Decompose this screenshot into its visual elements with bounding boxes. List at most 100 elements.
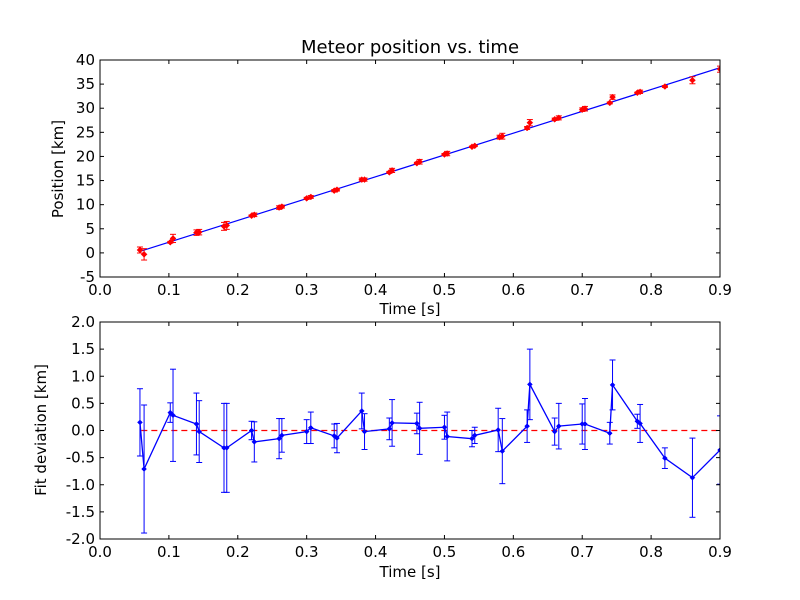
y-axis-label: Position [km] (49, 120, 67, 218)
x-tick-label: 0.4 (364, 281, 388, 299)
residual-point (441, 424, 448, 431)
residual-point (414, 420, 420, 427)
data-point (361, 176, 368, 183)
x-tick-label: 0.9 (708, 543, 732, 561)
residual-point (223, 445, 230, 451)
residual-point (276, 435, 282, 442)
y-tick-label: 1.0 (71, 367, 95, 385)
y-tick-label: 25 (76, 123, 95, 141)
position-plot-marks (136, 65, 720, 261)
residual-point (689, 474, 696, 481)
residual-point (551, 428, 558, 435)
residual-point (471, 432, 478, 439)
x-axis-label: Time [s] (379, 563, 441, 581)
residual-point (248, 427, 255, 434)
x-tick-label: 0.6 (501, 543, 525, 561)
residual-point (361, 428, 368, 435)
y-tick-label: 15 (76, 172, 95, 190)
residual-point (637, 420, 643, 427)
x-tick-label: 0.4 (364, 543, 388, 561)
data-point (581, 105, 589, 113)
x-tick-label: 0.7 (570, 281, 594, 299)
residual-point (444, 433, 451, 440)
data-point (307, 193, 315, 201)
data-point (471, 142, 479, 150)
y-tick-label: 20 (76, 147, 95, 165)
data-point (388, 167, 396, 174)
residual-point (662, 455, 668, 462)
data-point (523, 124, 531, 132)
residual-point (251, 439, 258, 445)
residual-point (416, 425, 423, 432)
x-axis-label: Time [s] (379, 300, 441, 318)
deviation-axis-ticks: 0.0 0.1 0.2 0.3 0.4 0.5 0.6 0.7 0.8 0.9 -2.0 -1.5 -1… (66, 313, 732, 561)
data-point (195, 228, 203, 236)
y-tick-label: -5 (80, 268, 95, 286)
y-tick-label: 0.0 (71, 422, 95, 440)
residual-point (469, 435, 475, 442)
residual-point (307, 424, 314, 431)
residual-point (303, 428, 310, 435)
residual-point (555, 423, 562, 430)
x-tick-label: 0.1 (157, 281, 181, 299)
x-tick-label: 0.0 (88, 281, 112, 299)
residual-point (358, 408, 365, 414)
residual-point (609, 382, 616, 388)
y-tick-label: -2.0 (66, 530, 95, 548)
data-point (555, 114, 563, 122)
data-point (136, 246, 144, 254)
deviation-plot-marks (136, 348, 720, 534)
x-tick-label: 0.3 (295, 281, 319, 299)
position-plot-frame (99, 59, 721, 278)
residual-point (196, 428, 203, 435)
residual-point (606, 430, 613, 437)
y-tick-label: -1.5 (66, 503, 95, 521)
data-point (443, 150, 451, 157)
data-point (169, 235, 177, 242)
x-tick-label: 0.8 (639, 543, 663, 561)
residual-point (167, 409, 174, 416)
data-point (636, 88, 644, 96)
position-axis-ticks: 0.0 0.1 0.2 0.3 0.4 0.5 0.6 0.7 0.8 0.9 -5 0 5 10 15 20… (76, 51, 732, 299)
y-tick-label: -0.5 (66, 449, 95, 467)
y-tick-label: 0.5 (71, 394, 95, 412)
data-point (278, 203, 286, 210)
residual-point (495, 427, 502, 433)
x-tick-label: 0.2 (226, 281, 250, 299)
deviation-series (136, 348, 720, 534)
y-tick-label: 35 (76, 75, 95, 93)
data-point (250, 211, 258, 219)
x-tick-label: 0.1 (157, 543, 181, 561)
data-point (416, 158, 423, 166)
data-point (609, 93, 616, 101)
data-point (498, 132, 506, 140)
y-tick-label: 1.5 (71, 340, 95, 358)
residual-point (582, 421, 588, 427)
residual-point (499, 448, 506, 454)
residual-point (137, 419, 143, 426)
data-point (716, 65, 720, 73)
x-tick-label: 0.9 (708, 281, 732, 299)
x-tick-label: 0.6 (501, 281, 525, 299)
residual-point (279, 432, 285, 439)
x-tick-label: 0.0 (88, 543, 112, 561)
residual-point (193, 421, 200, 427)
data-point (526, 119, 534, 127)
y-tick-label: 30 (76, 99, 95, 117)
data-point (689, 76, 696, 84)
position-axes: Meteor position vs. time 0.0 0.1 0.2 0.3 0.4… (49, 37, 732, 318)
residual-point (527, 381, 533, 388)
residual-point (386, 426, 393, 432)
fit-line (141, 67, 720, 252)
residual-point (389, 420, 395, 426)
x-tick-label: 0.3 (295, 543, 319, 561)
y-tick-label: 0 (85, 244, 95, 262)
y-tick-label: 2.0 (71, 313, 95, 331)
residual-point (334, 435, 340, 441)
x-tick-label: 0.5 (433, 281, 457, 299)
y-axis-label: Fit deviation [km] (32, 364, 50, 496)
data-point (661, 83, 669, 90)
chart-title: Meteor position vs. time (301, 37, 519, 58)
data-point (223, 222, 231, 229)
